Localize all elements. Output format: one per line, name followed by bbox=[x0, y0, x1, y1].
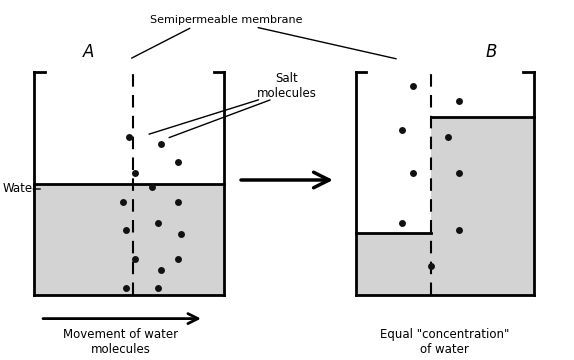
Text: B: B bbox=[485, 43, 497, 61]
Text: A: A bbox=[83, 43, 95, 61]
Text: Water: Water bbox=[3, 183, 38, 195]
Text: Salt
molecules: Salt molecules bbox=[257, 72, 317, 100]
Bar bbox=[356, 233, 430, 295]
Bar bbox=[34, 184, 133, 295]
Text: Equal "concentration"
of water: Equal "concentration" of water bbox=[380, 328, 510, 356]
Text: Semipermeable membrane: Semipermeable membrane bbox=[150, 15, 303, 25]
Bar bbox=[430, 117, 534, 295]
Text: Movement of water
molecules: Movement of water molecules bbox=[63, 328, 178, 356]
Bar bbox=[133, 184, 224, 295]
